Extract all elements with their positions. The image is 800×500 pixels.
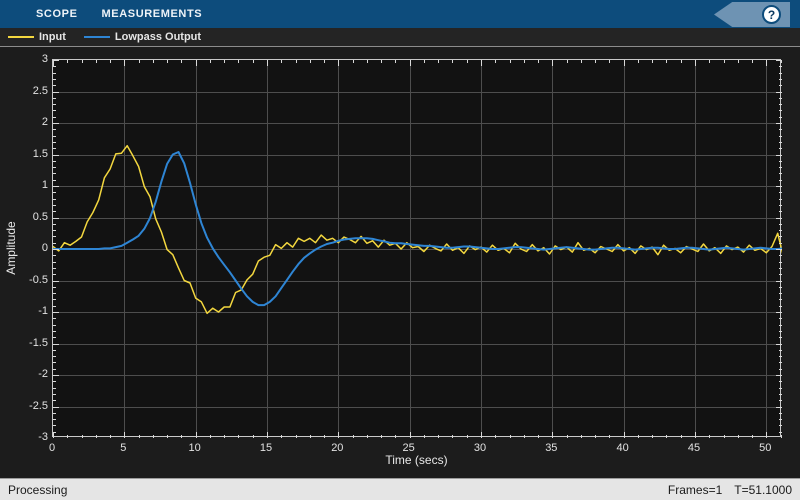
- x-tick-label: 35: [545, 442, 558, 454]
- tab-measurements[interactable]: MEASUREMENTS: [101, 8, 203, 20]
- x-tick-label: 0: [48, 442, 56, 454]
- x-tick-label: 5: [120, 442, 127, 454]
- y-tick-label: -3: [38, 431, 48, 443]
- y-tick-label: 2: [41, 116, 48, 128]
- x-tick-label: 10: [188, 442, 201, 454]
- x-tick-label: 30: [473, 442, 487, 454]
- tick-marks: [53, 60, 782, 438]
- legend-item-input[interactable]: Input: [8, 31, 66, 43]
- x-tick-label: 45: [687, 442, 701, 454]
- legend-bar: Input Lowpass Output: [0, 28, 800, 47]
- plot-svg: [53, 60, 782, 438]
- lowpass-output-line-swatch: [83, 36, 110, 38]
- y-tick-label: 1.5: [32, 147, 48, 160]
- tab-scope[interactable]: SCOPE: [36, 8, 78, 20]
- y-tick-label: 3: [41, 53, 48, 65]
- y-tick-label: 2.5: [32, 84, 48, 97]
- series-lines: [53, 144, 782, 315]
- y-tick-label: 0: [41, 242, 48, 254]
- x-tick-label: 20: [331, 442, 344, 454]
- y-tick-label: -2: [38, 368, 48, 380]
- status-message: Processing: [8, 482, 68, 497]
- x-tick-label: 40: [616, 442, 629, 454]
- plot-region: Amplitude Time (secs) 3 2.5 2 1.5 1 0.5 0 -0.5 -…: [0, 47, 800, 478]
- x-axis-label: Time (secs): [385, 453, 448, 467]
- y-tick-label: 0.5: [32, 210, 48, 223]
- input-line-swatch: [8, 36, 34, 38]
- legend-item-lowpass-output[interactable]: Lowpass Output: [83, 31, 202, 43]
- x-tick-label: 25: [402, 442, 415, 454]
- y-axis-label: Amplitude: [4, 221, 18, 275]
- plot-axes[interactable]: [52, 59, 782, 438]
- help-icon[interactable]: ?: [762, 5, 781, 24]
- legend-label-input: Input: [39, 31, 66, 43]
- frames-counter: Frames=1: [667, 482, 723, 497]
- time-counter: T=51.1000: [734, 482, 792, 497]
- series-line-input: [53, 144, 782, 315]
- y-tick-label: -2.5: [29, 399, 48, 412]
- grid-lines: [53, 60, 782, 438]
- x-tick-label: 15: [259, 442, 273, 454]
- toolstrip: SCOPE MEASUREMENTS ?: [0, 0, 800, 28]
- legend-label-lowpass-output: Lowpass Output: [114, 31, 202, 43]
- y-tick-label: -1: [38, 305, 48, 317]
- status-bar: Processing Frames=1 T=51.1000: [0, 478, 800, 500]
- x-tick-label: 50: [759, 442, 772, 454]
- series-line-lowpass-output: [53, 151, 782, 307]
- y-tick-label: 1: [41, 179, 48, 191]
- y-tick-label: -1.5: [29, 336, 48, 349]
- help-flag: ?: [714, 2, 790, 27]
- y-tick-label: -0.5: [29, 273, 48, 286]
